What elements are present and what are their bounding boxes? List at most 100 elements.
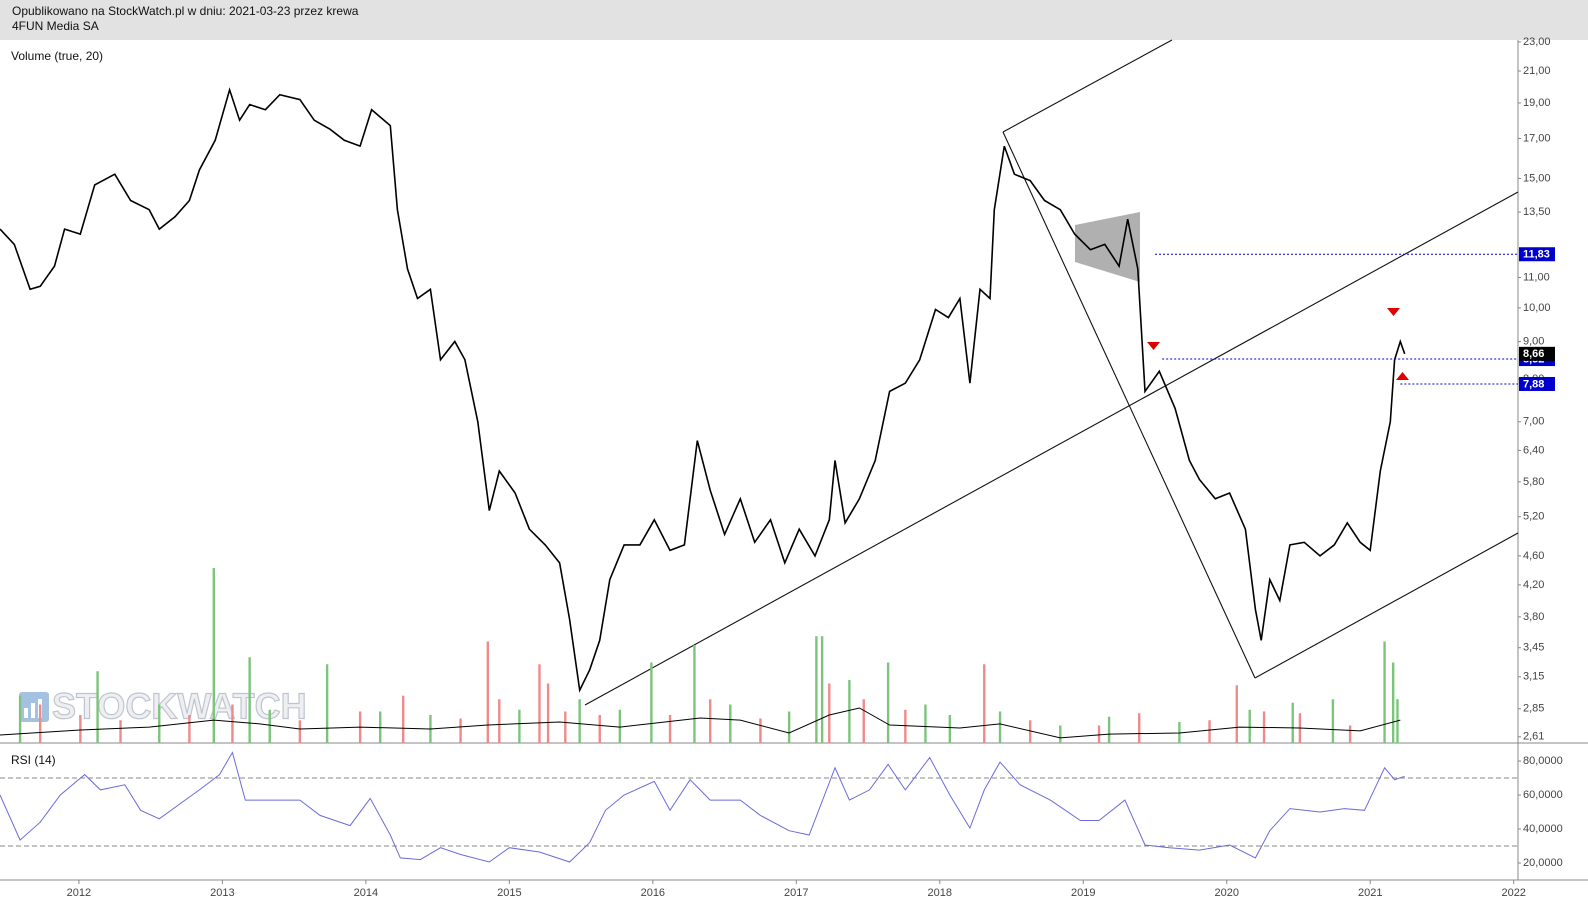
watermark-text: STOCKWATCH [52, 686, 307, 727]
volume-bar [1383, 641, 1386, 743]
volume-ma-line [0, 707, 1401, 739]
y-tick-label: 4,60 [1523, 550, 1544, 562]
volume-bar [924, 704, 927, 743]
watermark: STOCKWATCH [19, 685, 307, 727]
volume-label: Volume (true, 20) [11, 49, 103, 63]
y-tick-label: 17,00 [1523, 132, 1551, 144]
y-tick-label: 2,85 [1523, 703, 1544, 715]
y-tick-label: 5,80 [1523, 476, 1544, 488]
volume-bar [759, 718, 762, 743]
volume-bar [212, 568, 215, 743]
x-tick-label: 2022 [1501, 887, 1525, 899]
price-tag-label: 11,83 [1523, 249, 1550, 261]
price-line [0, 751, 1405, 863]
y-tick-label: 15,00 [1523, 172, 1551, 184]
y-tick-label: 3,15 [1523, 671, 1544, 683]
volume-bar [486, 641, 490, 743]
x-tick-label: 2016 [641, 887, 665, 899]
x-tick-label: 2021 [1358, 887, 1382, 899]
volume-bar [983, 664, 986, 743]
volume-bar [298, 720, 302, 743]
volume-bar [119, 720, 122, 743]
volume-bar [1248, 709, 1251, 743]
volume-bar [79, 715, 82, 743]
x-tick-label: 2015 [497, 887, 521, 899]
volume-bar [38, 704, 42, 743]
volume-bar [848, 680, 851, 743]
volume-bar [815, 636, 818, 743]
volume-bar [998, 711, 1002, 743]
volume-bar [564, 711, 567, 743]
instrument-name: 4FUN Media SA [12, 19, 99, 33]
y-tick-label: 2,61 [1523, 731, 1544, 743]
annotations [584, 39, 1519, 706]
volume-bar [862, 699, 865, 743]
y-tick-label: 6,40 [1523, 444, 1544, 456]
y-tick-label: 3,80 [1523, 611, 1544, 623]
volume-bar [668, 715, 672, 743]
volume-bar [598, 715, 601, 743]
y-tick-label: 11,00 [1523, 271, 1550, 283]
volume-bar [546, 683, 550, 743]
volume-bar [709, 699, 712, 743]
y-tick-label: 13,50 [1523, 206, 1551, 218]
volume-bar [96, 671, 99, 743]
volume-bar [231, 704, 234, 743]
y-tick-label: 21,00 [1523, 65, 1551, 77]
volume-bar [498, 699, 501, 743]
y-tick-label: 20,0000 [1523, 857, 1563, 869]
x-tick-label: 2012 [67, 887, 91, 899]
x-tick-label: 2018 [928, 887, 952, 899]
volume-bar [1028, 720, 1032, 743]
volume-bar [459, 718, 462, 743]
volume-bar [518, 709, 521, 743]
volume-bar [1331, 699, 1335, 743]
volume-bar [1059, 725, 1062, 743]
volume-bar [1138, 713, 1141, 743]
published-note: Opublikowano na StockWatch.pl w dniu: 20… [12, 4, 359, 18]
y-tick-label: 60,0000 [1523, 789, 1563, 801]
volume-bar [787, 711, 791, 743]
volume-bar [618, 709, 622, 743]
volume-bar [158, 704, 161, 743]
volume-bar [729, 704, 732, 743]
y-tick-label: 10,00 [1523, 302, 1551, 314]
x-tick-label: 2013 [210, 887, 234, 899]
volume-bar [268, 709, 271, 743]
volume-bar [1391, 662, 1395, 743]
header-bar [0, 0, 1588, 40]
y-tick-label: 9,00 [1523, 335, 1544, 347]
volume-bar [886, 662, 890, 743]
rsi-label: RSI (14) [11, 753, 56, 767]
y-tick-label: 23,00 [1523, 36, 1551, 48]
x-tick-label: 2019 [1071, 887, 1095, 899]
plot-area: 2012 2013 2014 2015 2016 2017 2018 2019 2020 2021… [0, 87, 1526, 899]
volume-bar [693, 645, 696, 743]
volume-bar [1235, 685, 1238, 743]
x-tick-label: 2020 [1214, 887, 1238, 899]
price-tag-label: 7,88 [1523, 378, 1544, 390]
volume-bar [325, 664, 329, 743]
volume-bar [1097, 725, 1101, 743]
y-tick-label: 5,20 [1523, 511, 1544, 523]
volume-bar [650, 662, 653, 743]
volume-bar [1348, 725, 1352, 743]
price-line [0, 87, 1406, 693]
volume-bar [1208, 720, 1211, 743]
volume-bar [820, 636, 824, 743]
price-tag [1519, 346, 1555, 361]
volume-bar [248, 657, 251, 743]
volume-bar [1107, 716, 1111, 743]
volume-bar [18, 695, 22, 743]
volume-bar [948, 715, 952, 743]
volume-bar [578, 699, 581, 743]
price-tag [1519, 247, 1555, 262]
volume-bar [828, 683, 831, 743]
x-tick-label: 2014 [354, 887, 378, 899]
y-tick-label: 40,0000 [1523, 823, 1563, 835]
price-tag-label: 8,66 [1523, 348, 1544, 360]
y-tick-label: 3,45 [1523, 642, 1544, 654]
volume-bar [401, 695, 405, 743]
price-tag [1519, 376, 1555, 391]
